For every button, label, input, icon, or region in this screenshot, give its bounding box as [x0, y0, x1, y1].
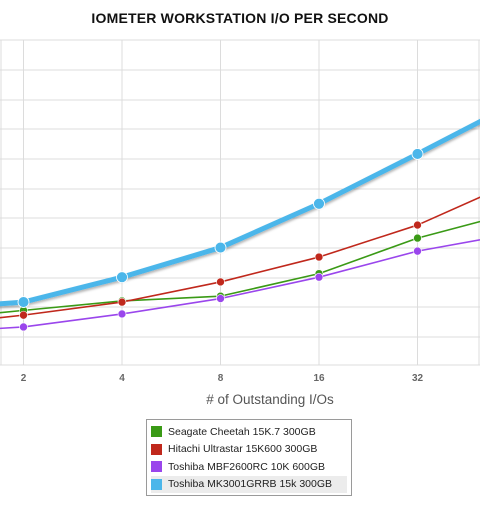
legend-swatch [151, 461, 162, 473]
x-axis-tick-labels: 2 4 8 16 32 [21, 373, 424, 384]
data-point [116, 271, 128, 284]
data-point [117, 297, 127, 307]
legend-label: Toshiba MK3001GRRB 15k 300GB [168, 478, 333, 491]
x-tick-label: 2 [21, 373, 27, 384]
data-point [19, 322, 28, 332]
chart-title: IOMETER WORKSTATION I/O PER SECOND [91, 10, 389, 26]
x-tick-label: 8 [218, 373, 224, 384]
series-2 [0, 196, 480, 320]
x-tick-label: 4 [119, 373, 125, 384]
legend-item[interactable]: Toshiba MBF2600RC 10K 600GB [151, 458, 347, 476]
data-point [413, 246, 422, 256]
data-point [214, 241, 227, 254]
data-point [411, 148, 424, 160]
legend-swatch [151, 443, 162, 455]
data-point [19, 310, 28, 320]
legend-swatch [151, 426, 162, 438]
data-point [216, 277, 225, 287]
grid-lines [0, 39, 480, 366]
legend: Seagate Cheetah 15K.7 300GB Hitachi Ultra… [146, 419, 352, 496]
x-tick-label: 32 [412, 373, 424, 384]
data-point [413, 233, 422, 243]
data-point [216, 294, 225, 303]
legend-label: Hitachi Ultrastar 15K600 300GB [168, 443, 318, 456]
legend-item[interactable]: Toshiba MK3001GRRB 15k 300GB [151, 475, 347, 493]
series-4 [0, 118, 480, 308]
legend-label: Toshiba MBF2600RC 10K 600GB [168, 460, 326, 473]
data-point [413, 220, 422, 230]
x-tick-label: 16 [313, 373, 325, 384]
legend-item[interactable]: Hitachi Ultrastar 15K600 300GB [151, 441, 347, 459]
x-axis-label: # of Outstanding I/Os [206, 392, 334, 407]
data-point [17, 296, 30, 308]
legend-label: Seagate Cheetah 15K.7 300GB [168, 425, 316, 438]
series-3 [0, 239, 480, 332]
series-1 [0, 220, 480, 315]
data-point [314, 272, 324, 282]
data-point [117, 309, 127, 319]
legend-swatch [151, 478, 162, 490]
data-point [313, 197, 325, 210]
data-point [314, 252, 324, 262]
legend-item[interactable]: Seagate Cheetah 15K.7 300GB [151, 423, 347, 441]
series-layer [0, 118, 480, 332]
